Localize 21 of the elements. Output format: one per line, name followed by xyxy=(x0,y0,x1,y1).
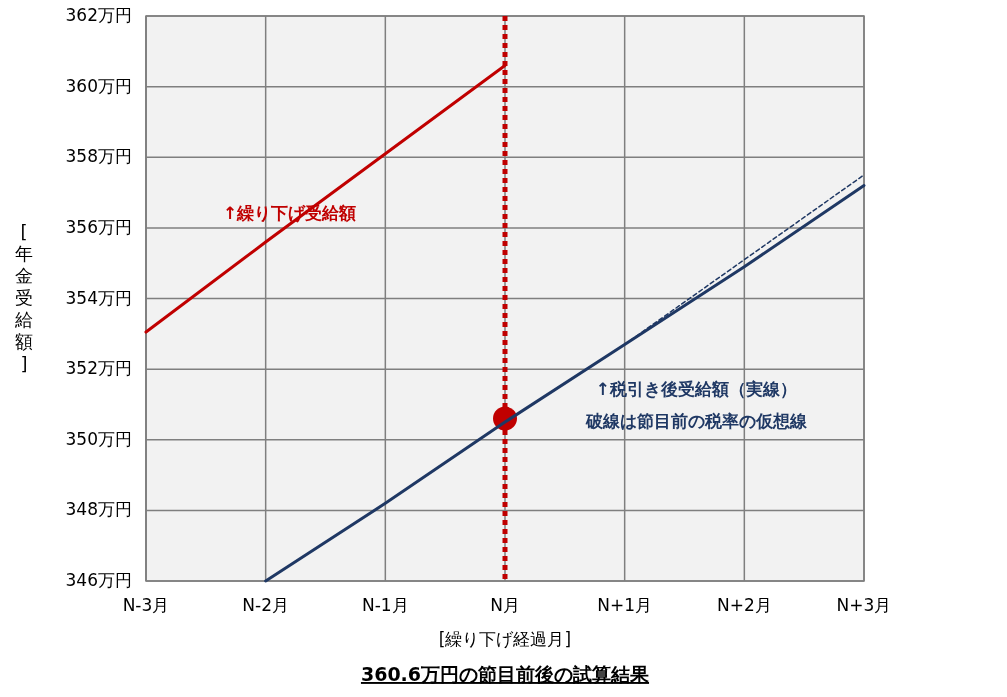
y-tick-label: 346万円 xyxy=(65,570,132,590)
annotation: 破線は節目前の税率の仮想線 xyxy=(584,411,808,432)
y-axis-title: [年金受給額] xyxy=(14,220,33,374)
x-tick-label: N+1月 xyxy=(597,595,653,615)
y-tick-label: 354万円 xyxy=(65,287,132,308)
x-tick-label: N-1月 xyxy=(362,595,409,615)
y-tick-label: 350万円 xyxy=(65,428,132,449)
x-tick-label: N-2月 xyxy=(242,595,289,615)
x-tick-label: N+2月 xyxy=(716,595,772,615)
x-tick-label: N-3月 xyxy=(122,595,170,615)
y-tick-label: 356万円 xyxy=(65,216,132,237)
x-tick-label: N月 xyxy=(490,595,520,615)
y-tick-label: 348万円 xyxy=(65,499,132,520)
annotation: ↑税引き後受給額（実線） xyxy=(595,379,798,400)
y-tick-label: 358万円 xyxy=(65,146,132,167)
x-tick-label: N+3月 xyxy=(836,595,892,615)
y-tick-label: 362万円 xyxy=(65,5,132,25)
y-tick-label: 352万円 xyxy=(65,358,132,379)
x-axis-title: [繰り下げ経過月] xyxy=(438,629,572,649)
text: 360.6万円の節目前後の試算結果 xyxy=(360,663,651,685)
y-tick-label: 360万円 xyxy=(65,75,132,96)
